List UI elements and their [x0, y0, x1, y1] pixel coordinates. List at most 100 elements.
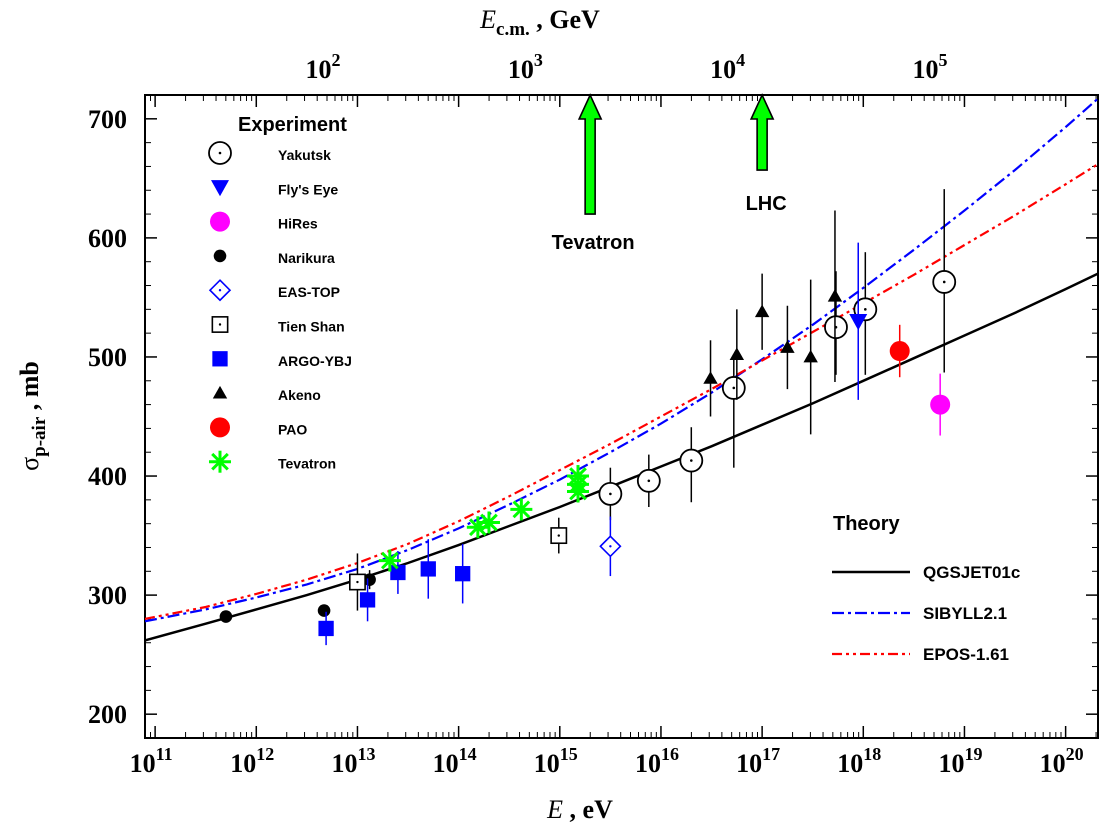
data-point: [359, 592, 376, 608]
y-tick-label: 300: [88, 581, 127, 610]
top-axis-label: Ec.m. , GeV: [479, 5, 600, 40]
y-axis-sub: p-air: [29, 416, 50, 457]
theory-curve-qgsjet01c: [145, 272, 1098, 642]
series-eas-top: [599, 516, 622, 577]
y-tick-label: 500: [88, 343, 127, 372]
data-point: [318, 620, 334, 637]
legend-label: Tien Shan: [278, 319, 345, 335]
legend-marker-dot: [218, 323, 222, 326]
x-axis-sep: ,: [563, 795, 583, 824]
annotations: Tevatron LHC: [552, 93, 787, 254]
axes-layer: 1011 1012 1013 1014 1015 1016 1017 1018 1019 1020…: [15, 5, 1099, 824]
legend-label: HiRes: [278, 216, 318, 232]
top-tick-exponent: 3: [534, 50, 543, 70]
top-tick-exponent: 4: [736, 50, 745, 70]
x-axis-var: E: [546, 795, 563, 824]
data-point: [420, 561, 436, 577]
y-axis-label: σp-air , mb: [15, 361, 50, 471]
data-point: [703, 371, 718, 384]
annotation-tevatron: Tevatron: [552, 232, 635, 254]
x-tick-label: 1012: [230, 744, 274, 778]
legend-label: Yakutsk: [278, 147, 331, 163]
x-tick-label: 1011: [130, 744, 173, 778]
data-point-dot: [609, 545, 612, 548]
y-tick-label: 700: [88, 105, 127, 134]
legend-label: PAO: [278, 421, 307, 437]
data-point-dot: [732, 386, 736, 390]
y-axis-unit: mb: [15, 361, 44, 397]
legend-label: Fly's Eye: [278, 181, 338, 197]
theory-legend-label: QGSJET01c: [923, 563, 1020, 582]
x-tick-label: 1018: [837, 744, 881, 778]
legend-label: Akeno: [278, 387, 321, 403]
y-axis-var: σ: [15, 457, 44, 471]
data-point-dot: [609, 492, 612, 496]
series-tien-shan: [349, 517, 568, 611]
arrow-lhc: [749, 93, 775, 171]
x-tick-label: 1013: [331, 744, 375, 778]
series-yakutsk: [598, 189, 957, 521]
data-point-arm: [480, 513, 498, 532]
legend-marker: [212, 385, 228, 399]
y-tick-label: 600: [88, 224, 127, 253]
legend-label: Narikura: [278, 250, 335, 266]
legend-marker: [210, 211, 230, 232]
top-axis-var: E: [479, 5, 496, 34]
data-point: [803, 349, 818, 363]
data-point: [219, 610, 233, 623]
annotation-lhc: LHC: [746, 193, 787, 215]
x-tick-label: 1017: [736, 744, 780, 778]
series-narikura: [219, 570, 376, 623]
data-point: [390, 564, 406, 581]
x-tick-label: 1019: [938, 744, 982, 778]
x-tick-label: 1015: [534, 744, 578, 778]
data-point-dot: [557, 534, 560, 537]
legend-marker: [210, 417, 230, 438]
series-akeno: [703, 210, 843, 435]
arrow-tevatron: [577, 93, 603, 215]
data-point-dot: [356, 580, 359, 584]
y-tick-label: 400: [88, 462, 127, 491]
series-tevatron: [378, 465, 589, 572]
legend-marker-arm: [211, 452, 229, 471]
data-points: [219, 189, 957, 646]
theory-curves: [145, 97, 1098, 642]
theory-curve-epos-1-61: [145, 163, 1098, 620]
data-point: [827, 289, 843, 302]
x-tick-exponent: 15: [560, 744, 578, 764]
legend-marker: [211, 180, 229, 197]
legend-marker-dot: [218, 151, 222, 155]
top-tick-exponent: 5: [939, 50, 948, 70]
top-axis-sep: ,: [530, 5, 550, 34]
x-tick-exponent: 12: [256, 744, 274, 764]
legend-label: ARGO-YBJ: [278, 353, 352, 369]
legend-marker-dot: [218, 289, 222, 292]
x-tick-exponent: 17: [762, 744, 780, 764]
x-axis-unit: eV: [583, 795, 614, 824]
plot-frame: [144, 94, 1099, 739]
theory-legend-title: Theory: [833, 513, 901, 535]
legend-marker: [213, 249, 227, 263]
x-tick-exponent: 14: [459, 744, 477, 764]
series-argo-ybj: [318, 539, 471, 646]
top-axis-sub: c.m.: [496, 19, 530, 40]
legend-marker: [212, 351, 228, 367]
y-tick-label: 200: [88, 700, 127, 729]
x-tick-exponent: 11: [156, 744, 173, 764]
series-hires: [930, 373, 951, 436]
data-point: [889, 341, 910, 362]
top-axis-unit: GeV: [549, 5, 600, 34]
top-tick-label: 105: [913, 50, 948, 84]
top-tick-label: 103: [508, 50, 543, 84]
data-point: [754, 304, 770, 318]
data-point-dot: [647, 479, 651, 483]
x-tick-label: 1020: [1040, 744, 1084, 778]
x-tick-exponent: 13: [357, 744, 375, 764]
data-point: [363, 573, 376, 586]
top-tick-label: 102: [305, 50, 340, 84]
legend-title: Experiment: [238, 114, 347, 136]
data-point: [780, 340, 795, 353]
theory-legend-label: EPOS-1.61: [923, 645, 1009, 664]
series-fly-s-eye: [849, 242, 868, 400]
